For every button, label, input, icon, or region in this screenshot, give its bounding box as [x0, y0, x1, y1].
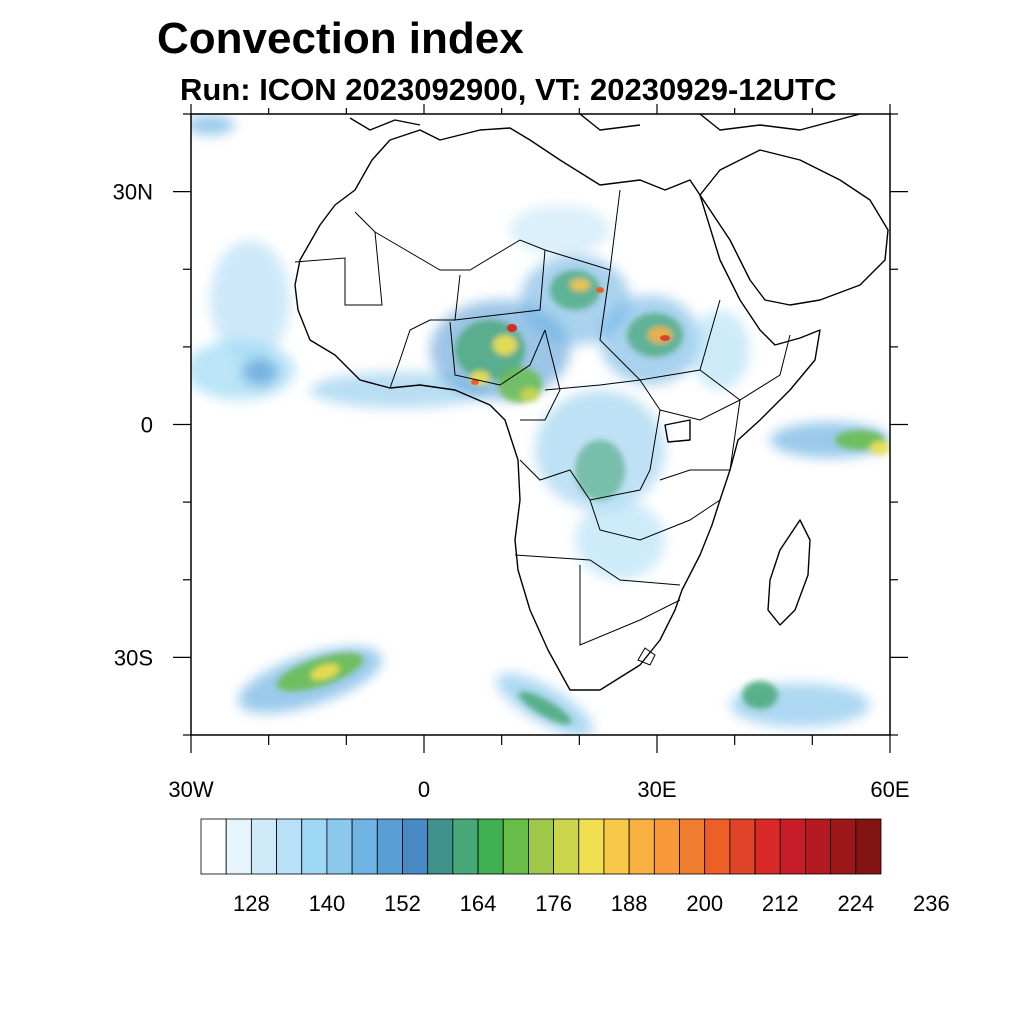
- field-indian-yellow: [870, 441, 890, 455]
- colorbar-swatch: [653, 818, 680, 875]
- colorbar-swatch: [200, 818, 227, 875]
- colorbar-label: 152: [384, 891, 421, 916]
- field-nigeria-green: [455, 320, 525, 380]
- border-niger: [454, 249, 546, 321]
- border-mali: [389, 274, 461, 389]
- colorbar-swatch: [578, 818, 605, 875]
- colorbar-swatch: [276, 818, 303, 875]
- colorbar-swatch: [553, 818, 580, 875]
- lon-tick-label: 30E: [637, 777, 676, 802]
- coastlines: [294, 114, 889, 691]
- colorbar-label: 188: [611, 891, 648, 916]
- colorbar-label: 224: [837, 891, 874, 916]
- colorbar-swatch: [477, 818, 504, 875]
- lat-tick-label: 0: [141, 413, 153, 438]
- field-atlantic-north: [210, 240, 290, 360]
- colorbar-swatch: [830, 818, 857, 875]
- africa-coastline: [294, 127, 821, 691]
- colorbar-swatch: [427, 818, 454, 875]
- colorbar-label: 176: [535, 891, 572, 916]
- field-nigeria-yellow: [493, 335, 517, 355]
- border-namibia: [514, 554, 681, 586]
- colorbar-label: 212: [762, 891, 799, 916]
- field-indian-south-green: [742, 681, 778, 709]
- field-sa-green: [518, 691, 572, 725]
- lon-tick-label: 60E: [870, 777, 909, 802]
- lon-tick-label: 0: [418, 777, 430, 802]
- field-cameroon-yellow: [521, 388, 539, 402]
- colorbar-label: 140: [309, 891, 346, 916]
- field-sa-yellow: [310, 663, 340, 681]
- colorbar-swatch: [402, 818, 429, 875]
- field-top-left: [191, 115, 235, 135]
- axis-ticks: [173, 104, 908, 753]
- lat-tick-label: 30N: [113, 180, 153, 205]
- colorbar-swatch: [855, 818, 882, 875]
- field-chad-red: [596, 287, 604, 293]
- border-ethiopia: [699, 334, 791, 401]
- colorbar-label: 128: [233, 891, 270, 916]
- field-gulf-guinea: [310, 372, 490, 408]
- colorbar-swatch: [729, 818, 756, 875]
- border-lesotho: [637, 647, 656, 666]
- field-atlantic-west: [191, 340, 295, 400]
- axis-tick-labels: 30W 0 30E 60E 30N 0 30S: [113, 180, 910, 802]
- field-max-red: [507, 324, 517, 332]
- field-sudan-red: [660, 335, 670, 341]
- colorbar-swatch: [326, 818, 353, 875]
- border-nigeria: [449, 321, 546, 386]
- field-zambia: [575, 500, 665, 580]
- border-kenya-tanzania: [659, 399, 741, 481]
- field-sudan-orange: [648, 327, 672, 343]
- colorbar-labels: 128 140 152 164 176 188 200 212 224 236: [233, 891, 950, 916]
- chart-subtitle: Run: ICON 2023092900, VT: 20230929-12UTC: [180, 72, 837, 107]
- field-congo-green: [575, 440, 625, 500]
- colorbar-swatch: [225, 818, 252, 875]
- field-chad-orange: [570, 279, 590, 291]
- border-cameroon: [520, 329, 561, 421]
- colorbar: [200, 818, 882, 875]
- colorbar-swatch: [376, 818, 403, 875]
- madagascar-coastline: [767, 519, 811, 626]
- colorbar-swatch: [805, 818, 832, 875]
- colorbar-swatch: [351, 818, 378, 875]
- arabia-coastline: [699, 149, 889, 306]
- colorbar-swatch: [754, 818, 781, 875]
- border-zambia: [589, 499, 721, 541]
- lat-tick-label: 30S: [114, 645, 153, 670]
- colorbar-swatch: [528, 818, 554, 875]
- colorbar-swatch: [301, 818, 328, 875]
- field-atlantic-core: [242, 358, 278, 386]
- chart-title: Convection index: [157, 14, 524, 63]
- colorbar-swatch: [452, 818, 479, 875]
- colorbar-swatch: [603, 818, 630, 875]
- lake-victoria: [664, 419, 691, 443]
- europe-coastline: [349, 114, 861, 131]
- border-botswana: [579, 565, 681, 646]
- colorbar-swatch: [250, 818, 277, 875]
- convection-field: [191, 115, 890, 735]
- country-borders: [294, 189, 791, 666]
- colorbar-swatch: [704, 818, 731, 875]
- lon-tick-label: 30W: [168, 777, 213, 802]
- field-ethiopia: [690, 310, 750, 390]
- border-congo: [519, 379, 661, 501]
- field-libya: [510, 205, 610, 255]
- colorbar-swatch: [779, 818, 806, 875]
- colorbar-label: 236: [913, 891, 950, 916]
- field-nigeria-red: [471, 379, 479, 385]
- colorbar-swatch: [502, 818, 529, 875]
- colorbar-label: 200: [686, 891, 723, 916]
- colorbar-label: 164: [460, 891, 497, 916]
- colorbar-swatch: [679, 818, 706, 875]
- colorbar-swatch: [628, 818, 655, 875]
- border-mauritania: [294, 211, 383, 306]
